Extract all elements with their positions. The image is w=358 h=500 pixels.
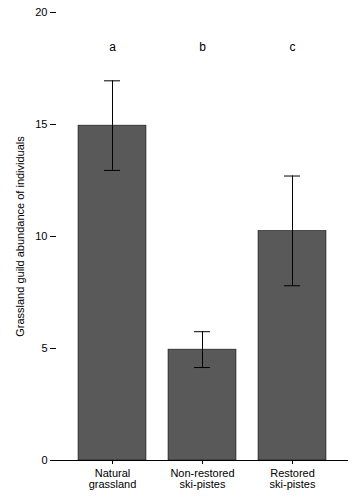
svg-text:20: 20 xyxy=(35,6,47,18)
svg-text:b: b xyxy=(199,40,206,54)
svg-text:Restoredski-pistes: Restoredski-pistes xyxy=(270,467,316,490)
svg-text:Naturalgrassland: Naturalgrassland xyxy=(89,467,137,490)
svg-text:c: c xyxy=(290,40,296,54)
svg-text:5: 5 xyxy=(41,342,47,354)
svg-text:a: a xyxy=(109,40,116,54)
svg-text:10: 10 xyxy=(35,230,47,242)
svg-text:15: 15 xyxy=(35,118,47,130)
svg-text:Non-restoredski-pistes: Non-restoredski-pistes xyxy=(170,467,234,490)
svg-text:0: 0 xyxy=(41,454,47,466)
svg-text:Grassland guild abundance of i: Grassland guild abundance of individuals xyxy=(14,136,26,337)
